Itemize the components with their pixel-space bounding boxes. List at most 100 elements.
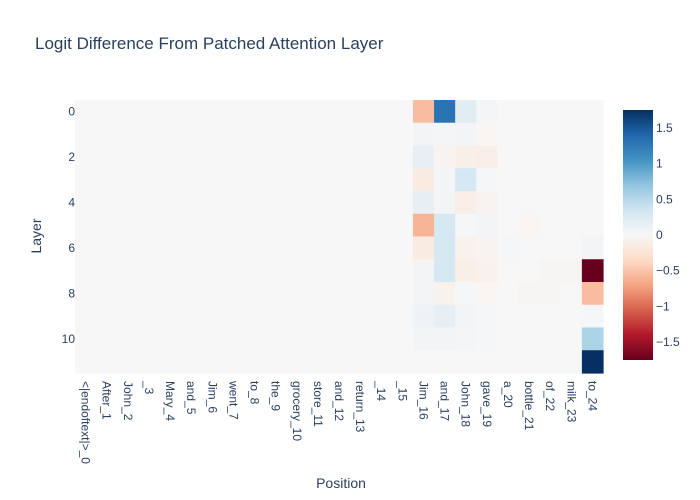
heatmap-cell: [434, 100, 456, 124]
heatmap-cell: [75, 191, 97, 215]
heatmap-cell: [476, 213, 498, 238]
heatmap-cell: [539, 191, 562, 215]
y-tick-label: 10: [62, 332, 76, 346]
heatmap-cell: [412, 259, 435, 283]
heatmap-cell: [243, 304, 266, 329]
heatmap-cell: [117, 282, 139, 306]
heatmap-cell: [391, 168, 414, 192]
heatmap-cell: [243, 236, 266, 260]
heatmap-cell: [96, 213, 118, 238]
heatmap-cell: [75, 304, 97, 329]
heatmap-cell: [201, 282, 224, 306]
heatmap-cell: [180, 191, 203, 215]
x-tick-label: store_11: [311, 381, 325, 427]
heatmap-cell: [96, 304, 118, 329]
heatmap-cell: [581, 350, 604, 374]
heatmap-cell: [328, 168, 351, 192]
heatmap-cell: [497, 100, 520, 124]
heatmap-cell: [518, 327, 541, 351]
heatmap-cell: [581, 282, 604, 306]
heatmap-cell: [412, 327, 435, 351]
x-tick-label: to_24: [585, 381, 599, 411]
y-tick-label: 0: [68, 104, 75, 118]
x-tick-label: _14: [374, 380, 388, 401]
heatmap-cell: [75, 213, 97, 238]
heatmap-cell: [117, 213, 139, 238]
x-tick-label: went_7: [226, 380, 240, 420]
heatmap-cell: [434, 191, 456, 215]
colorbar-tick-label: 1: [656, 157, 663, 171]
heatmap-cell: [243, 168, 266, 192]
heatmap-cell: [370, 304, 393, 329]
heatmap-cell: [96, 350, 118, 374]
heatmap-cell: [370, 145, 393, 169]
heatmap-cell: [455, 236, 477, 260]
heatmap-cell: [265, 122, 287, 147]
heatmap-cell: [476, 168, 498, 192]
x-axis-ticks: <|endoftext|>_0 After_1 John_2 _3 Mary_4 and_…: [79, 380, 600, 464]
heatmap-cell: [349, 282, 372, 306]
heatmap-cell: [539, 304, 562, 329]
heatmap-cell: [265, 259, 287, 283]
y-tick-label: 2: [68, 150, 75, 164]
heatmap-cell: [391, 236, 414, 260]
heatmap-cell: [412, 236, 435, 260]
x-tick-label: <|endoftext|>_0: [79, 381, 93, 464]
x-tick-label: Jim_16: [416, 381, 430, 420]
heatmap-cell: [307, 213, 330, 238]
heatmap-cell: [96, 259, 118, 283]
heatmap-cell: [201, 168, 224, 192]
heatmap-cell: [180, 168, 203, 192]
heatmap-cell: [518, 100, 541, 124]
heatmap-cell: [581, 168, 604, 192]
x-tick-label: and_12: [332, 381, 346, 421]
heatmap-cell: [265, 282, 287, 306]
heatmap-cell: [370, 191, 393, 215]
heatmap-cell: [117, 100, 139, 124]
heatmap-cell: [328, 236, 351, 260]
heatmap-cell: [349, 191, 372, 215]
heatmap-cell: [138, 213, 161, 238]
heatmap-cell: [412, 213, 435, 238]
heatmap-cell: [539, 100, 562, 124]
heatmap-cell: [328, 100, 351, 124]
heatmap-cell: [370, 259, 393, 283]
heatmap-cell: [201, 122, 224, 147]
heatmap-cell: [539, 213, 562, 238]
heatmap-cell: [307, 350, 330, 374]
heatmap-cell: [434, 282, 456, 306]
heatmap-cell: [222, 236, 245, 260]
heatmap-cell: [286, 236, 308, 260]
heatmap-cell: [581, 191, 604, 215]
heatmap-cell: [434, 236, 456, 260]
heatmap-cell: [581, 327, 604, 351]
heatmap-cell: [370, 168, 393, 192]
heatmap-cell: [412, 168, 435, 192]
heatmap-cell: [117, 327, 139, 351]
colorbar-tick-label: 0.5: [656, 192, 673, 206]
colorbar-tick-label: −1: [656, 299, 670, 313]
heatmap-cell: [96, 168, 118, 192]
heatmap-cell: [222, 100, 245, 124]
y-tick-label: 4: [68, 195, 75, 209]
heatmap-cell: [560, 236, 583, 260]
heatmap-cell: [138, 145, 161, 169]
colorbar-tick-label: 0: [656, 228, 663, 242]
heatmap-cell: [180, 327, 203, 351]
heatmap-cell: [75, 122, 97, 147]
heatmap-cell: [138, 304, 161, 329]
heatmap-cell: [201, 145, 224, 169]
heatmap-cell: [391, 122, 414, 147]
heatmap-cell: [412, 350, 435, 374]
heatmap-cell: [497, 304, 520, 329]
heatmap-cell: [476, 145, 498, 169]
colorbar-gradient: [623, 110, 653, 360]
heatmap-cell: [180, 100, 203, 124]
colorbar-tick-label: −0.5: [656, 264, 680, 278]
heatmap-cell: [497, 213, 520, 238]
heatmap-cell: [307, 191, 330, 215]
heatmap-cell: [560, 122, 583, 147]
heatmap-cell: [138, 191, 161, 215]
heatmap-cell: [286, 327, 308, 351]
x-tick-label: John_2: [121, 381, 135, 421]
